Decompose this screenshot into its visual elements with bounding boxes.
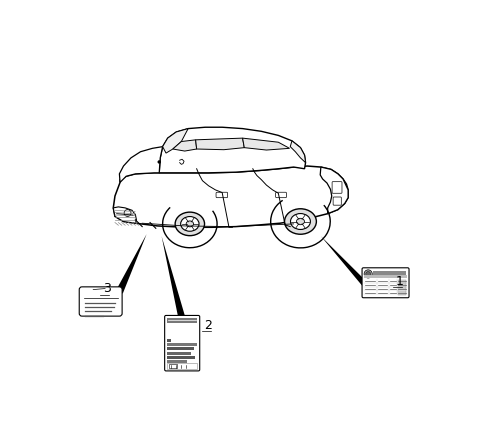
FancyBboxPatch shape	[79, 287, 122, 316]
Polygon shape	[113, 207, 136, 223]
FancyBboxPatch shape	[167, 318, 197, 323]
Polygon shape	[242, 138, 289, 150]
Polygon shape	[163, 129, 188, 153]
FancyBboxPatch shape	[167, 343, 197, 347]
Polygon shape	[159, 127, 306, 173]
FancyBboxPatch shape	[332, 182, 342, 193]
Polygon shape	[120, 147, 163, 183]
FancyBboxPatch shape	[333, 197, 341, 205]
FancyBboxPatch shape	[165, 316, 200, 371]
Circle shape	[364, 270, 372, 278]
Ellipse shape	[297, 218, 304, 225]
Ellipse shape	[290, 213, 311, 229]
FancyBboxPatch shape	[362, 268, 409, 298]
FancyBboxPatch shape	[373, 271, 406, 276]
FancyBboxPatch shape	[167, 347, 193, 351]
FancyBboxPatch shape	[167, 360, 188, 363]
FancyBboxPatch shape	[364, 275, 407, 278]
Polygon shape	[320, 167, 348, 213]
FancyBboxPatch shape	[167, 363, 197, 369]
Ellipse shape	[180, 217, 199, 231]
FancyBboxPatch shape	[276, 192, 287, 198]
Circle shape	[157, 160, 161, 164]
Circle shape	[124, 210, 131, 217]
PathPatch shape	[162, 236, 185, 316]
Polygon shape	[113, 166, 348, 227]
PathPatch shape	[321, 236, 367, 286]
FancyBboxPatch shape	[167, 339, 171, 342]
Ellipse shape	[175, 212, 204, 236]
Circle shape	[366, 271, 371, 276]
Text: 2: 2	[204, 319, 212, 332]
PathPatch shape	[116, 234, 146, 293]
FancyBboxPatch shape	[216, 192, 228, 198]
Text: 3: 3	[103, 282, 111, 295]
Polygon shape	[196, 138, 244, 150]
Text: 1: 1	[396, 274, 404, 288]
Polygon shape	[173, 140, 197, 151]
Ellipse shape	[285, 209, 316, 234]
FancyBboxPatch shape	[167, 356, 195, 358]
FancyBboxPatch shape	[167, 351, 191, 354]
Ellipse shape	[186, 221, 193, 227]
Polygon shape	[290, 141, 306, 163]
FancyBboxPatch shape	[169, 364, 177, 367]
FancyBboxPatch shape	[398, 280, 406, 295]
